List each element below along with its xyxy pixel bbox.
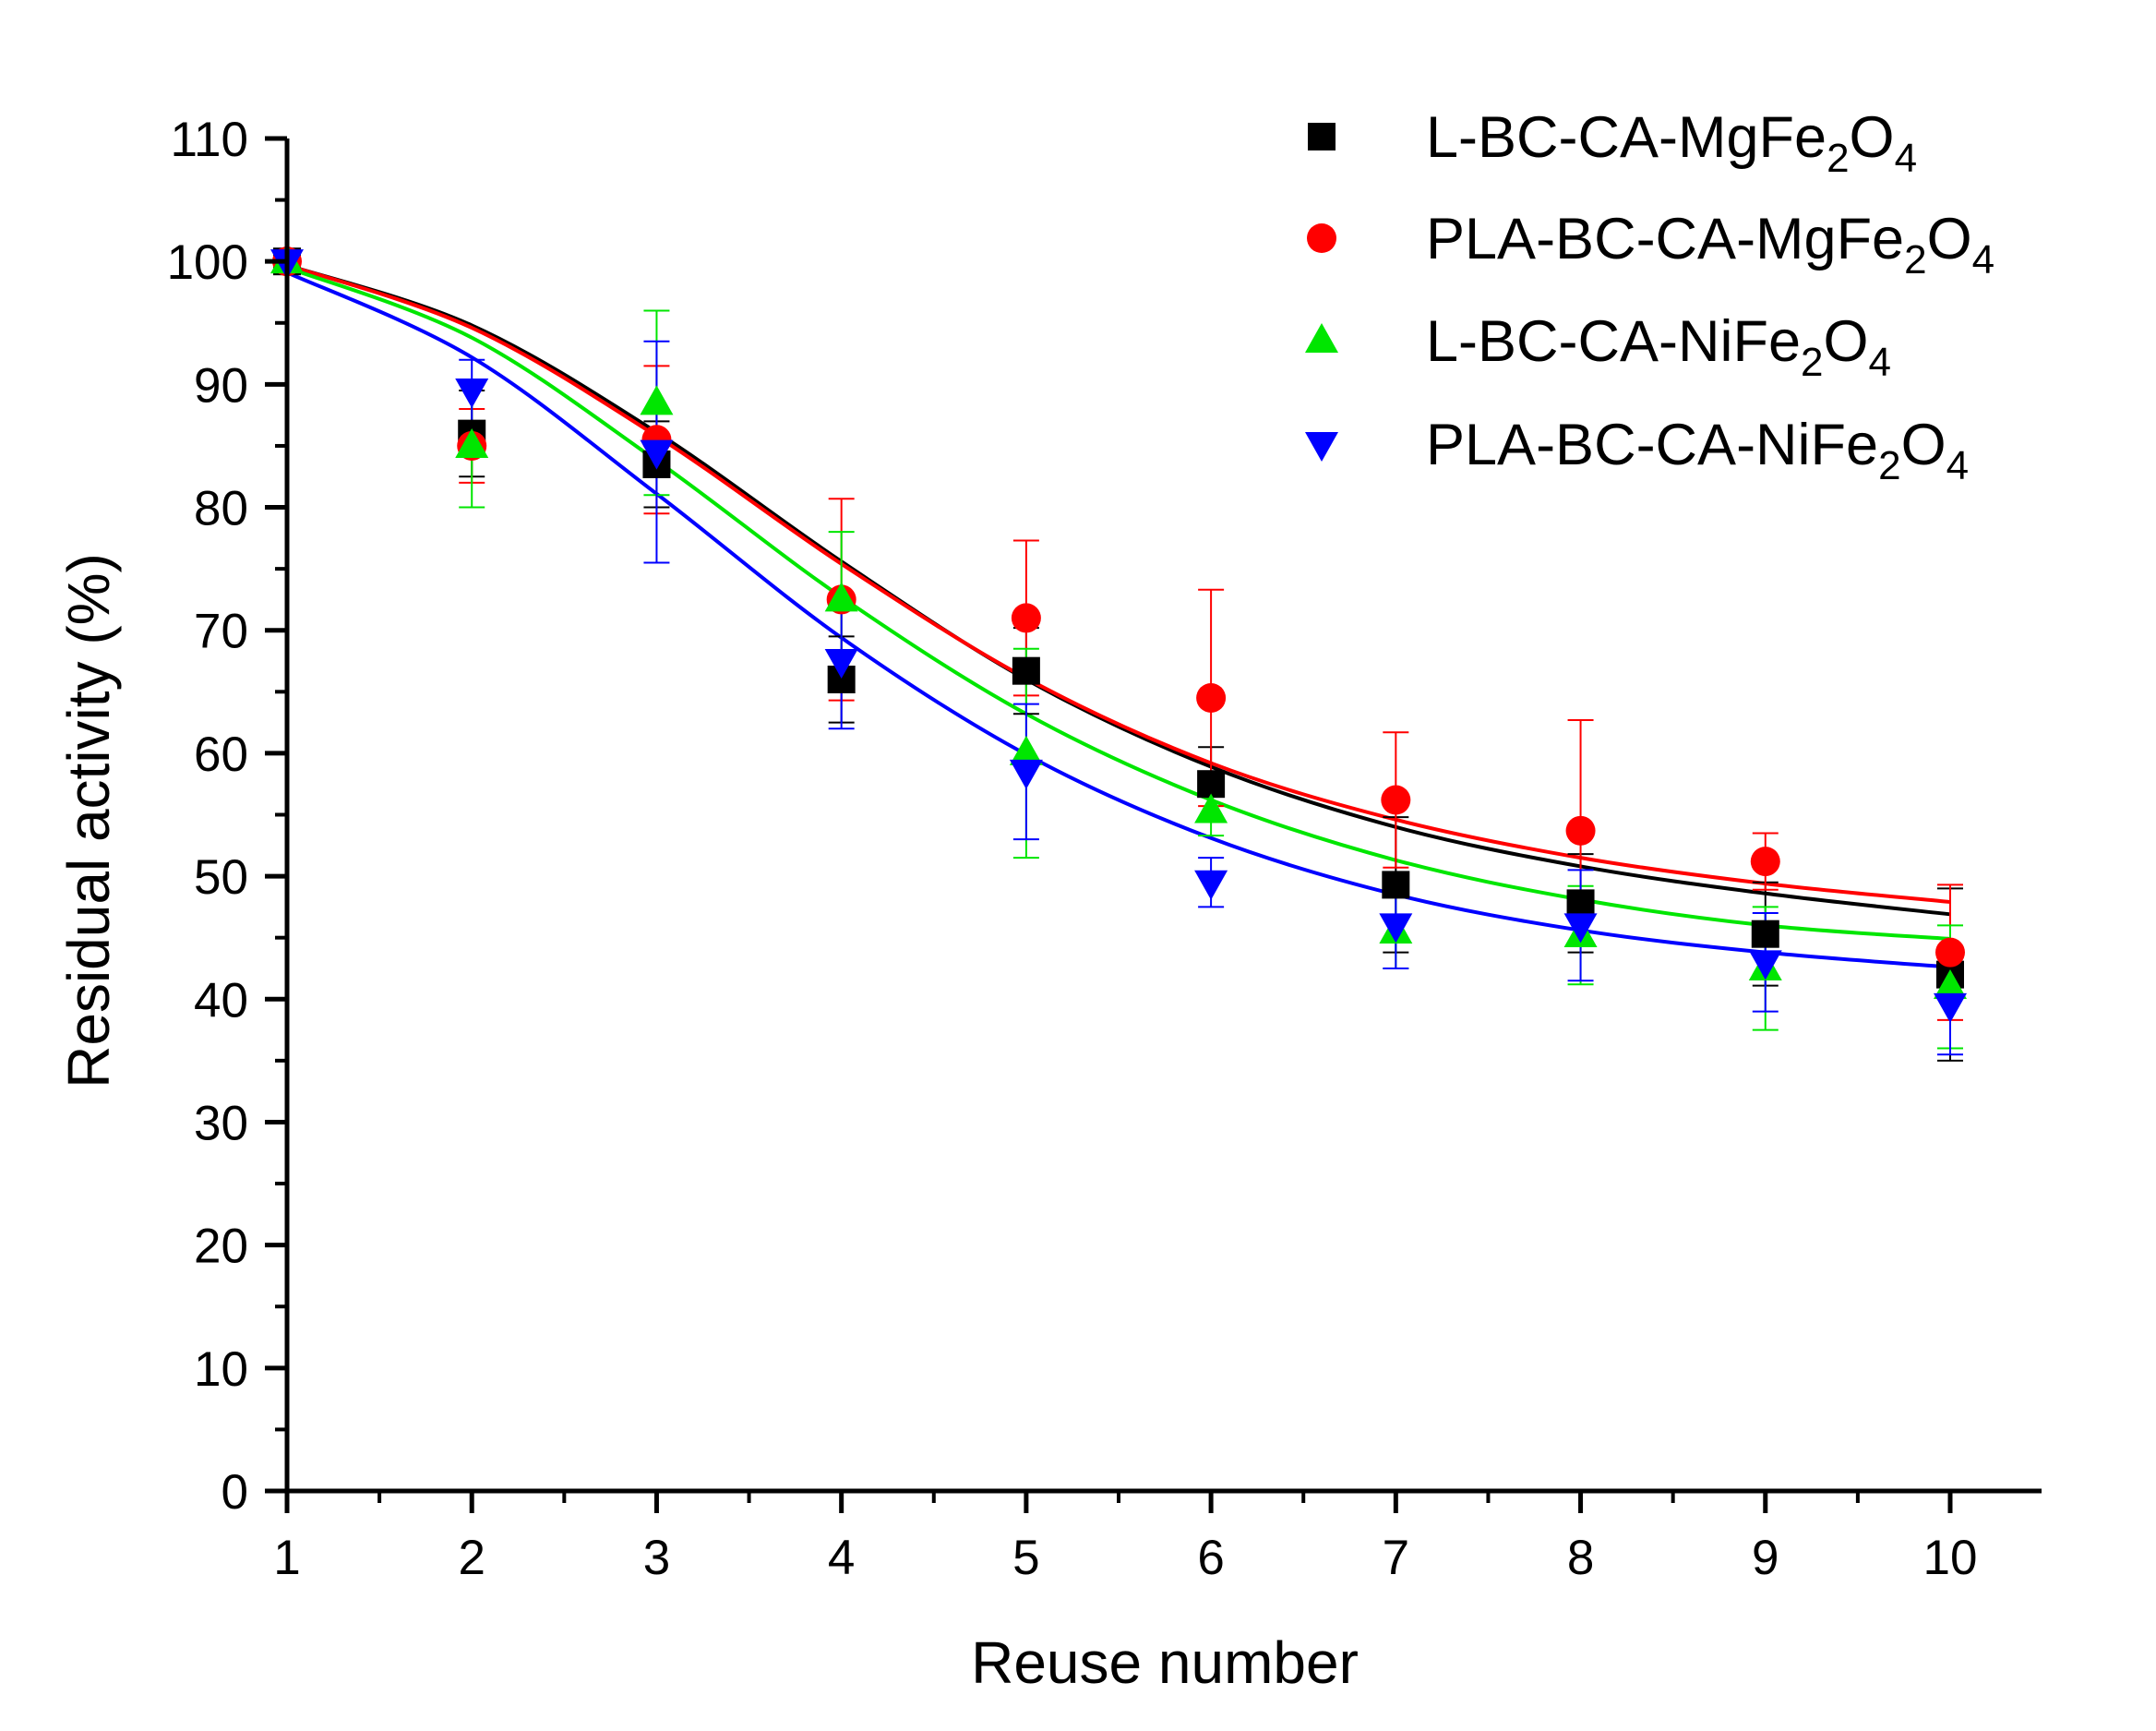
- y-tick-label: 100: [167, 235, 248, 290]
- y-tick-label: 110: [171, 113, 249, 167]
- data-point: [1563, 913, 1598, 944]
- data-point: [1012, 656, 1040, 685]
- fit-curve-3: [286, 265, 1951, 942]
- y-tick-label: 90: [194, 358, 248, 413]
- x-tick-label: 1: [273, 1531, 300, 1585]
- data-point: [1565, 815, 1596, 846]
- x-tick-label: 3: [643, 1531, 670, 1585]
- data-point: [1750, 847, 1780, 877]
- legend-label: PLA-BC-CA-NiFe2O4: [1426, 413, 1969, 488]
- fit-curves: [286, 263, 1951, 969]
- y-tick-label: 70: [194, 605, 248, 659]
- legend-marker: [1307, 223, 1336, 253]
- legend-marker: [1308, 123, 1336, 150]
- data-point: [640, 385, 674, 415]
- x-tick-label: 4: [828, 1531, 855, 1585]
- data-point: [1009, 735, 1043, 765]
- data-point: [1566, 889, 1595, 918]
- x-axis-title: Reuse number: [971, 1629, 1359, 1696]
- data-point: [1934, 992, 1967, 1023]
- data-point: [1196, 682, 1227, 713]
- legend: L-BC-CA-MgFe2O4 PLA-BC-CA-MgFe2O4 L-BC-CA-…: [1305, 105, 1994, 488]
- data-point: [1009, 759, 1043, 789]
- data-point: [1197, 770, 1226, 799]
- legend-entry: PLA-BC-CA-MgFe2O4: [1307, 207, 1994, 282]
- data-point: [1934, 968, 1967, 999]
- legend-entry: L-BC-CA-MgFe2O4: [1308, 105, 1917, 181]
- data-point: [1382, 871, 1410, 899]
- y-tick-label: 0: [222, 1465, 248, 1520]
- data-point: [1935, 937, 1965, 968]
- x-tick-label: 8: [1567, 1531, 1594, 1585]
- legend-entry: L-BC-CA-NiFe2O4: [1305, 309, 1891, 385]
- y-axis-ticks: 0 10 20 30 40 50 60 70 80 90 100 110: [167, 113, 287, 1520]
- data-point: [1194, 793, 1228, 823]
- data-point: [1381, 785, 1411, 815]
- y-tick-label: 20: [194, 1220, 248, 1274]
- fit-curve-4: [286, 270, 1951, 969]
- data-point: [824, 582, 858, 612]
- x-tick-label: 9: [1752, 1531, 1779, 1585]
- x-tick-label: 6: [1197, 1531, 1224, 1585]
- data-point: [1751, 920, 1779, 948]
- data-point: [1748, 950, 1782, 980]
- data-point: [640, 439, 674, 470]
- y-tick-label: 60: [194, 727, 248, 782]
- legend-label: L-BC-CA-NiFe2O4: [1426, 309, 1891, 385]
- x-tick-label: 7: [1383, 1531, 1409, 1585]
- fit-curve-2: [286, 263, 1951, 905]
- y-tick-label: 30: [194, 1096, 248, 1150]
- legend-entry: PLA-BC-CA-NiFe2O4: [1305, 413, 1969, 488]
- x-axis-ticks: 1 2 3 4 5 6 7 8 9 10: [273, 1491, 1977, 1585]
- legend-marker: [1305, 432, 1338, 462]
- y-tick-label: 40: [194, 973, 248, 1028]
- fit-curve-1: [286, 263, 1951, 917]
- data-point: [824, 649, 858, 679]
- y-tick-label: 10: [194, 1342, 248, 1397]
- data-point: [1379, 913, 1413, 944]
- y-tick-label: 50: [194, 850, 248, 905]
- y-axis-title: Residual activity (%): [55, 553, 122, 1088]
- x-tick-label: 2: [458, 1531, 485, 1585]
- x-tick-label: 10: [1923, 1531, 1978, 1585]
- legend-label: PLA-BC-CA-MgFe2O4: [1426, 207, 1994, 282]
- data-point: [1011, 603, 1041, 633]
- data-point: [455, 427, 489, 458]
- legend-marker: [1305, 323, 1338, 353]
- axes: 1 2 3 4 5 6 7 8 9 10 0 10 20 30 40 50 60 70 80 90 100 110: [167, 113, 2042, 1585]
- y-tick-label: 80: [194, 482, 248, 536]
- x-tick-label: 5: [1012, 1531, 1039, 1585]
- data-point: [1194, 870, 1228, 900]
- data-point: [455, 379, 489, 409]
- legend-label: L-BC-CA-MgFe2O4: [1426, 105, 1917, 181]
